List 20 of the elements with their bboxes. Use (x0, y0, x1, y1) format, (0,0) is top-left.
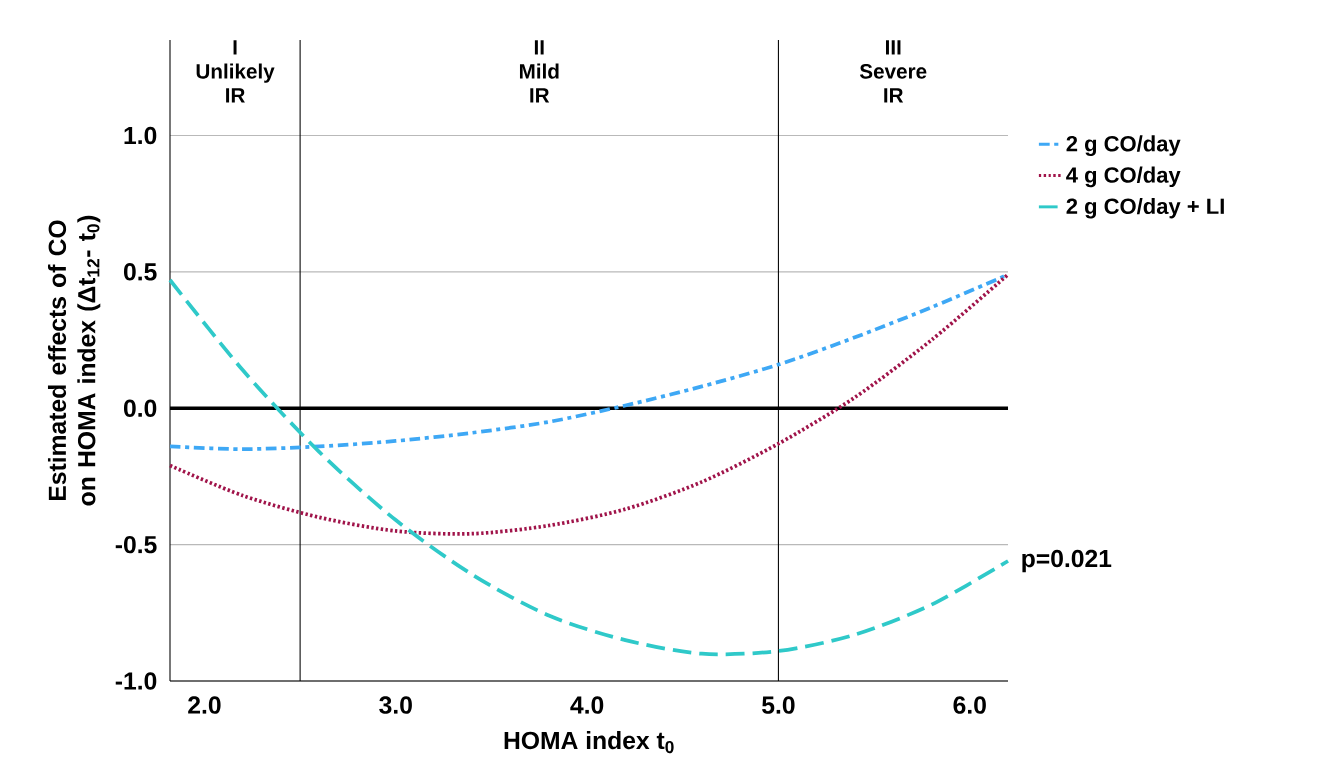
x-tick-label: 4.0 (570, 696, 604, 714)
legend-label: 2 g CO/day + LI (1066, 197, 1224, 219)
x-tick-label: 6.0 (953, 696, 986, 714)
annotation: II Mild IR (519, 40, 559, 103)
y-tick-label: -1.0 (115, 672, 157, 690)
annotation: III Severe IR (859, 40, 927, 103)
annotation: I Unlikely IR (196, 40, 275, 103)
text: p=0.021 (1022, 549, 1112, 573)
y-tick-label: -0.5 (115, 535, 157, 554)
y-tick-label: 0.5 (123, 263, 157, 281)
y-tick-label: 1.0 (124, 126, 157, 145)
line-series (168, 278, 1010, 657)
x-axis-title: HOMA index t$_{0}$ (504, 731, 674, 754)
legend-label: 2 g CO/day (1066, 135, 1181, 156)
x-tick-label: 3.0 (379, 696, 412, 714)
legend-label: 4 g CO/day (1066, 166, 1181, 188)
x-tick-label: 5.0 (762, 696, 795, 714)
y-tick-label: 0.0 (123, 399, 157, 417)
x-tick-label: 2.0 (188, 696, 221, 714)
line-series (168, 272, 1010, 536)
